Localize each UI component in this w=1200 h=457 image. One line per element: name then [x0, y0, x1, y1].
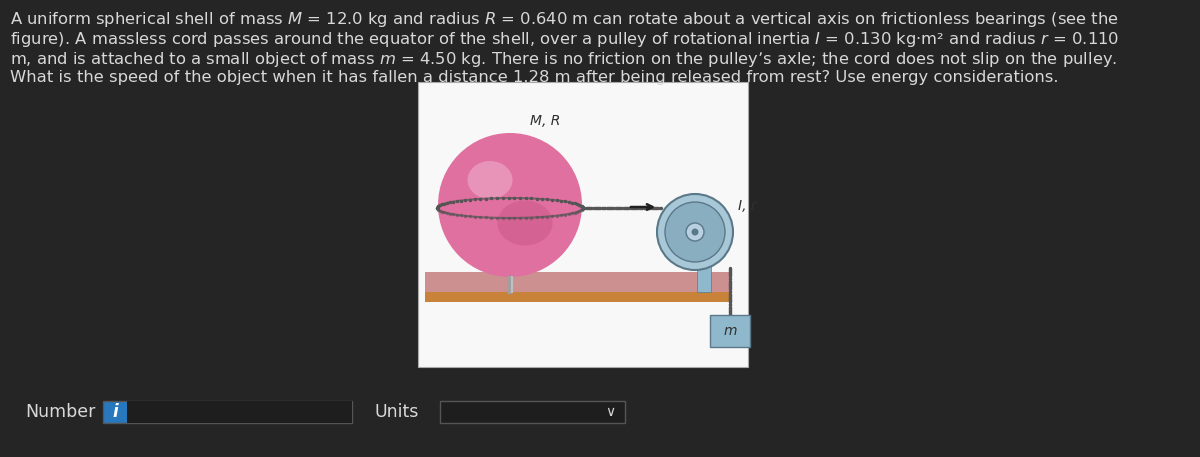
Text: ∨: ∨ [605, 405, 616, 419]
Bar [425, 292, 730, 302]
Bar [697, 198, 710, 292]
Bar [418, 82, 748, 367]
Circle shape [691, 228, 698, 235]
Circle shape [686, 223, 704, 241]
Circle shape [665, 202, 725, 262]
Text: Number: Number [25, 403, 95, 421]
Ellipse shape [498, 201, 552, 245]
Text: M, R: M, R [530, 114, 560, 128]
Circle shape [658, 194, 733, 270]
Ellipse shape [468, 161, 512, 199]
Bar [103, 401, 352, 423]
Bar [710, 315, 750, 347]
Text: I, r: I, r [738, 199, 757, 213]
Text: figure). A massless cord passes around the equator of the shell, over a pulley o: figure). A massless cord passes around t… [10, 30, 1120, 49]
Text: Units: Units [374, 403, 419, 421]
Text: A uniform spherical shell of mass $M$ = 12.0 kg and radius $R$ = 0.640 m can rot: A uniform spherical shell of mass $M$ = … [10, 10, 1118, 29]
Circle shape [438, 133, 582, 277]
Text: m, and is attached to a small object of mass $m$ = 4.50 kg. There is no friction: m, and is attached to a small object of … [10, 50, 1117, 69]
Text: What is the speed of the object when it has fallen a distance 1.28 m after being: What is the speed of the object when it … [10, 70, 1058, 85]
Bar [103, 401, 127, 423]
Bar [425, 272, 730, 292]
Text: i: i [112, 403, 118, 421]
Bar [127, 401, 352, 423]
Bar [440, 401, 625, 423]
Text: m: m [724, 324, 737, 338]
